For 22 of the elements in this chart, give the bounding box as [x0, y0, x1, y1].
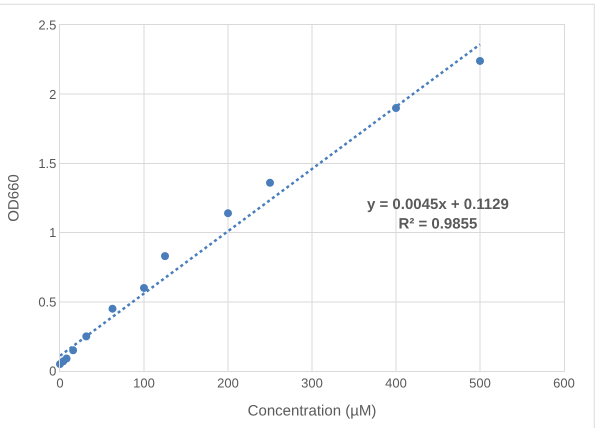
point — [161, 252, 169, 260]
x-tick-label: 300 — [301, 376, 323, 391]
y-tick-label: 1.5 — [38, 156, 56, 171]
x-tick-label: 200 — [217, 376, 239, 391]
x-tick-label: 600 — [553, 376, 575, 391]
x-axis-title: Concentration (µM) — [248, 402, 376, 420]
point — [476, 56, 484, 65]
y-tick-label: 0 — [49, 364, 56, 379]
x-tick-label: 400 — [385, 376, 407, 391]
point — [140, 284, 148, 292]
point — [266, 178, 274, 187]
point — [62, 354, 71, 363]
x-tick-label: 500 — [469, 376, 491, 391]
y-tick-label: 0.5 — [38, 294, 56, 310]
annotation: y = 0.0045x + 0.1129 R² = 0.9855 — [367, 196, 509, 232]
y-tick-label: 2.5 — [38, 18, 56, 33]
y-tick-label: 2 — [49, 86, 56, 102]
point — [108, 304, 116, 313]
y-tick-label: 1 — [49, 225, 56, 240]
y-axis-title: OD660 — [6, 174, 23, 222]
x-tick-label: 100 — [133, 376, 155, 391]
point — [224, 209, 232, 218]
